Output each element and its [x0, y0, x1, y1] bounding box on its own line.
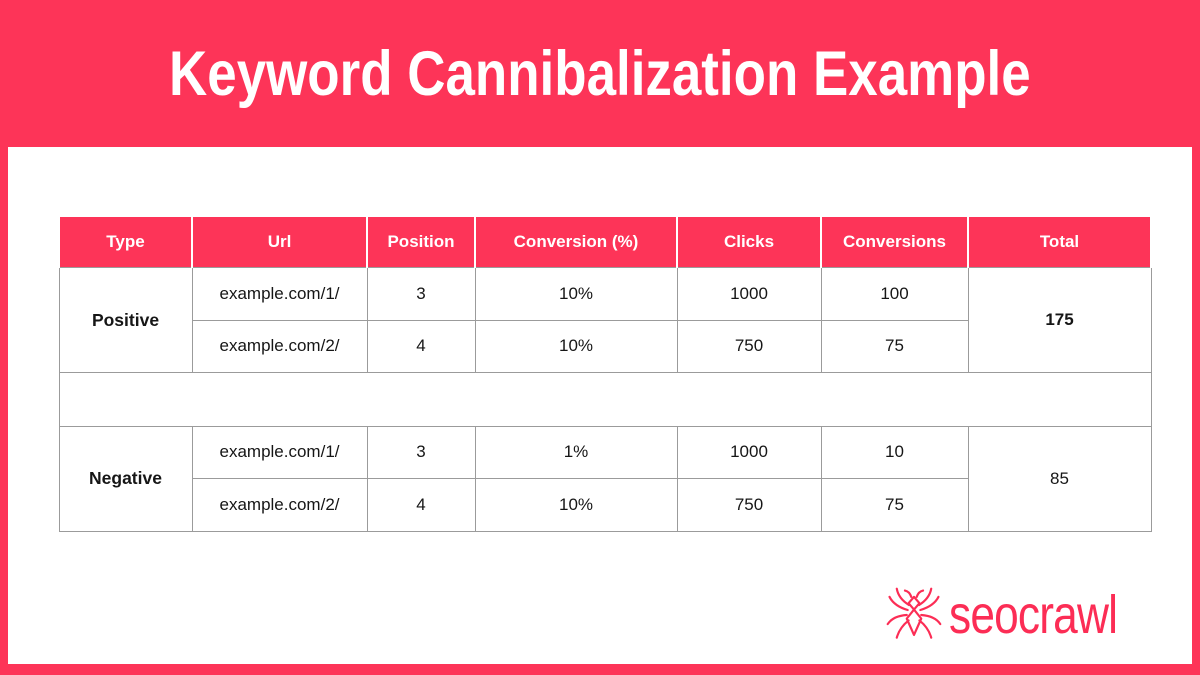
- total-cell-negative: 85: [967, 425, 1152, 532]
- conversions-cell: 10: [820, 425, 969, 479]
- conversion-cell: 1%: [474, 425, 678, 479]
- table-header-row: Type Url Position Conversion (%) Clicks …: [58, 215, 1152, 268]
- conversion-cell: 10%: [474, 319, 678, 373]
- table-row-positive-1: Positive example.com/1/ 3 10% 1000 100 1…: [58, 267, 1152, 373]
- seocrawl-logo: seocrawl: [885, 586, 1154, 644]
- url-cell: example.com/1/: [191, 267, 368, 321]
- total-cell-positive: 175: [967, 267, 1152, 373]
- table-row-negative-1: Negative example.com/1/ 3 1% 1000 10 85: [58, 425, 1152, 532]
- cannibalization-table: Type Url Position Conversion (%) Clicks …: [58, 215, 1152, 532]
- conversions-cell: 100: [820, 267, 969, 321]
- cannibalization-table-wrapper: Type Url Position Conversion (%) Clicks …: [58, 215, 1152, 532]
- clicks-cell: 1000: [676, 267, 822, 321]
- clicks-cell: 1000: [676, 425, 822, 479]
- spacer-row: [58, 372, 1152, 427]
- column-header-conversions: Conversions: [820, 215, 969, 268]
- position-cell: 3: [366, 267, 476, 321]
- url-cell: example.com/2/: [191, 319, 368, 373]
- conversions-cell: 75: [820, 478, 969, 532]
- page-title: Keyword Cannibalization Example: [169, 38, 1031, 109]
- url-cell: example.com/2/: [191, 478, 368, 532]
- type-cell-negative: Negative: [58, 425, 193, 532]
- column-header-type: Type: [58, 215, 193, 268]
- position-cell: 4: [366, 319, 476, 373]
- column-header-url: Url: [191, 215, 368, 268]
- content-panel: Type Url Position Conversion (%) Clicks …: [8, 147, 1192, 664]
- spider-icon: [886, 587, 942, 639]
- clicks-cell: 750: [676, 478, 822, 532]
- type-cell-positive: Positive: [58, 267, 193, 373]
- table-row-negative-2: example.com/2/ 4 10% 750 75: [59, 478, 1151, 532]
- column-header-clicks: Clicks: [676, 215, 822, 268]
- position-cell: 3: [366, 425, 476, 479]
- conversion-cell: 10%: [474, 478, 678, 532]
- position-cell: 4: [366, 478, 476, 532]
- brand-wordmark: seocrawl: [948, 585, 1118, 645]
- table-row-positive-2: example.com/2/ 4 10% 750 75: [59, 319, 1151, 373]
- column-header-total: Total: [967, 215, 1152, 268]
- url-cell: example.com/1/: [191, 425, 368, 479]
- column-header-position: Position: [366, 215, 476, 268]
- title-banner: Keyword Cannibalization Example: [0, 0, 1200, 147]
- spacer-row-cell: [58, 372, 1152, 427]
- column-header-conversion: Conversion (%): [474, 215, 678, 268]
- conversion-cell: 10%: [474, 267, 678, 321]
- conversions-cell: 75: [820, 319, 969, 373]
- clicks-cell: 750: [676, 319, 822, 373]
